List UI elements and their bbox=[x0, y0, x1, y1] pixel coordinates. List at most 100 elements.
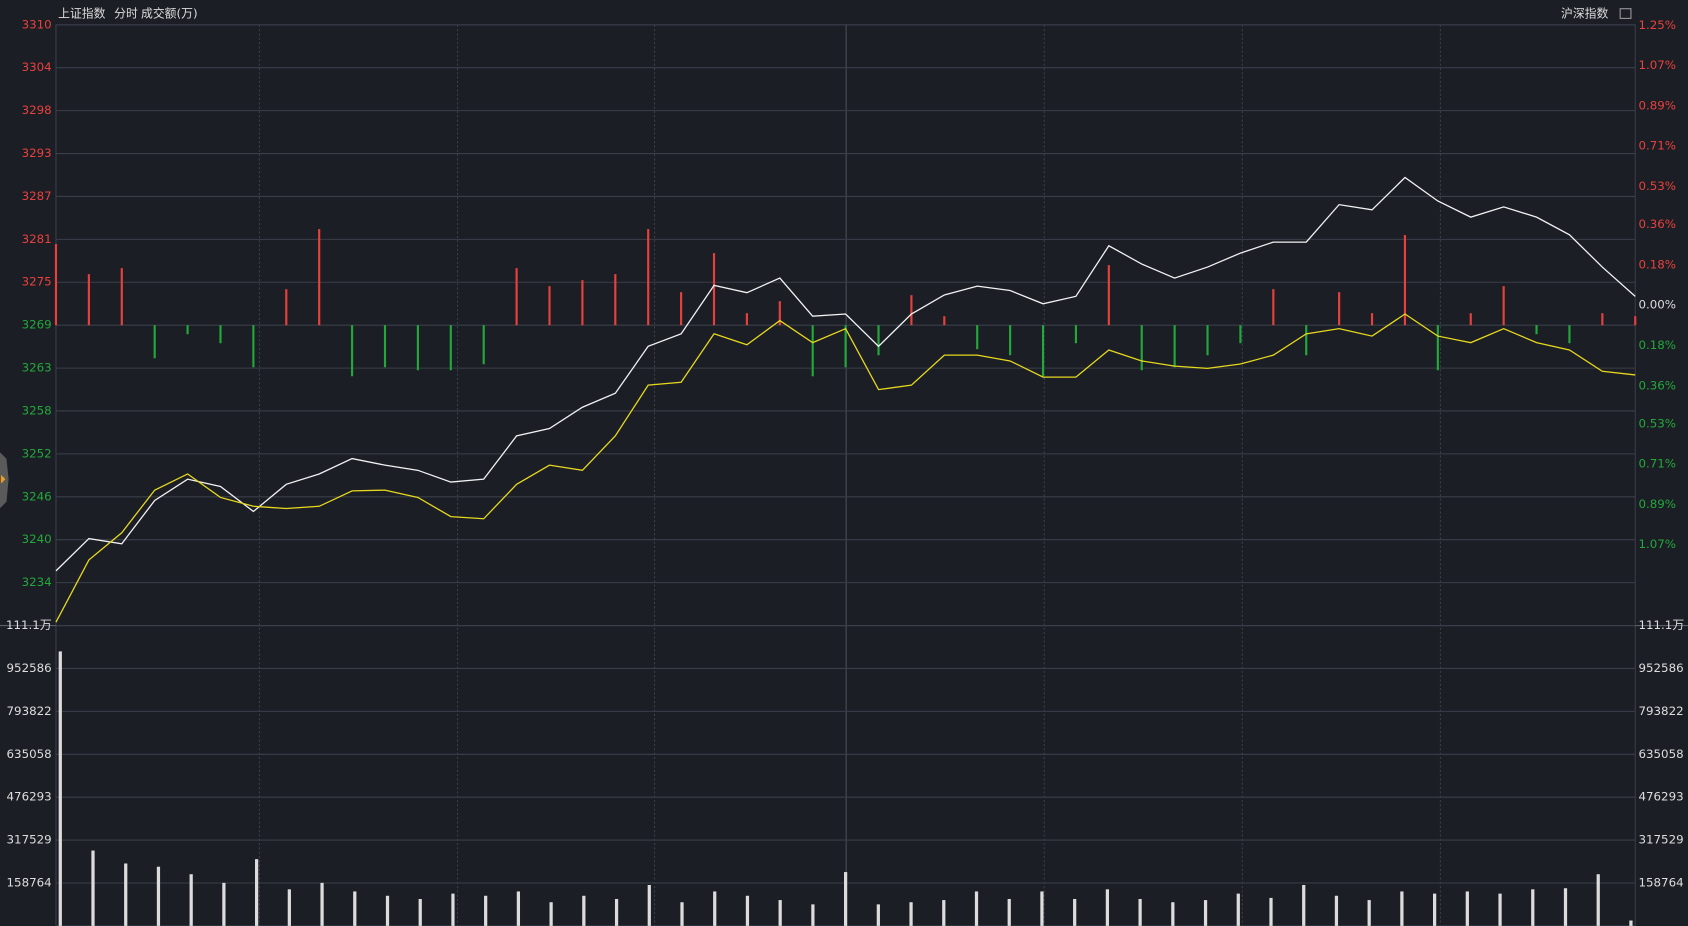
y-tick-label-right: 111.1万 bbox=[1638, 618, 1684, 632]
y-tick-label: 635058 bbox=[7, 747, 52, 761]
bar bbox=[1596, 874, 1600, 926]
bar bbox=[484, 895, 488, 926]
bar bbox=[1171, 902, 1175, 926]
bar bbox=[351, 325, 354, 377]
y2-tick-label: 0.18% bbox=[1638, 338, 1676, 352]
y-tick-label: 158764 bbox=[7, 876, 52, 890]
bar bbox=[189, 874, 193, 926]
bar bbox=[745, 895, 750, 926]
bar bbox=[1338, 292, 1341, 326]
bar bbox=[1629, 920, 1633, 926]
y2-tick-label: 0.36% bbox=[1638, 378, 1676, 392]
bar bbox=[1007, 898, 1011, 926]
bar bbox=[120, 268, 123, 326]
bar bbox=[1370, 313, 1374, 326]
y2-tick-label: 0.53% bbox=[1638, 416, 1676, 430]
bar bbox=[482, 325, 485, 365]
bar bbox=[942, 900, 946, 926]
bar bbox=[91, 850, 95, 926]
bar bbox=[1009, 325, 1012, 356]
bar bbox=[449, 325, 452, 371]
y-tick-label: 3252 bbox=[22, 446, 52, 460]
bar bbox=[1105, 889, 1110, 926]
bar bbox=[153, 325, 156, 359]
bar bbox=[1305, 325, 1308, 356]
bar bbox=[1436, 325, 1439, 371]
bar bbox=[876, 904, 880, 926]
bar bbox=[582, 895, 586, 926]
volume-title: 成交额(万) bbox=[141, 7, 198, 21]
bar bbox=[680, 902, 684, 926]
y-tick-label-right: 952586 bbox=[1638, 661, 1683, 675]
bar bbox=[54, 244, 58, 326]
bar bbox=[909, 902, 913, 926]
y-tick-label-right: 317529 bbox=[1638, 833, 1683, 847]
y-tick-label: 3287 bbox=[22, 189, 52, 203]
bar bbox=[1138, 898, 1142, 926]
bar bbox=[680, 292, 683, 326]
bar bbox=[318, 229, 321, 326]
bar bbox=[1367, 900, 1371, 926]
bar bbox=[581, 280, 584, 326]
y-tick-label: 3240 bbox=[22, 532, 52, 546]
bar bbox=[58, 651, 62, 926]
y2-tick-label: 1.07% bbox=[1638, 537, 1676, 551]
bar bbox=[385, 895, 390, 926]
bar bbox=[186, 325, 189, 335]
bar bbox=[353, 891, 357, 926]
bar bbox=[647, 884, 651, 926]
bar bbox=[516, 891, 521, 926]
bar bbox=[252, 325, 255, 368]
bar bbox=[943, 316, 946, 326]
chart-subtitle: 分时 bbox=[114, 7, 138, 21]
bar bbox=[548, 286, 551, 326]
bar bbox=[87, 274, 90, 326]
bar bbox=[418, 898, 422, 926]
bar bbox=[1239, 325, 1242, 344]
bar bbox=[1601, 313, 1604, 326]
y-tick-label: 3234 bbox=[22, 575, 52, 589]
bar bbox=[287, 889, 291, 926]
chart-title: 上证指数 bbox=[58, 7, 105, 21]
bar bbox=[255, 859, 259, 926]
bar bbox=[1272, 289, 1275, 326]
y2-tick-label: 1.25% bbox=[1638, 18, 1676, 32]
bar bbox=[614, 274, 617, 326]
bar bbox=[1465, 891, 1469, 926]
y-tick-label: 317529 bbox=[7, 833, 52, 847]
bar bbox=[1140, 325, 1143, 371]
y-tick-label: 111.1万 bbox=[6, 618, 52, 632]
bar bbox=[1173, 325, 1176, 368]
bar bbox=[1203, 900, 1208, 926]
bar bbox=[383, 325, 387, 368]
bar bbox=[156, 866, 161, 926]
y-tick-label: 476293 bbox=[7, 790, 52, 804]
y2-tick-label: 0.53% bbox=[1638, 179, 1676, 193]
bar bbox=[1302, 884, 1306, 926]
bar bbox=[910, 295, 913, 326]
bar bbox=[778, 301, 781, 326]
bar bbox=[124, 863, 128, 926]
y2-tick-label: 0.89% bbox=[1638, 98, 1676, 112]
bar bbox=[1400, 891, 1404, 926]
annotation: 沪深指数 bbox=[1561, 7, 1608, 21]
toggle-icon[interactable] bbox=[1619, 8, 1632, 19]
bar bbox=[974, 891, 979, 926]
bar bbox=[1073, 898, 1077, 926]
bar bbox=[1498, 893, 1502, 926]
y2-tick-label: 0.71% bbox=[1638, 139, 1676, 153]
y-tick-label: 3281 bbox=[22, 232, 52, 246]
bar bbox=[1040, 891, 1044, 926]
y-tick-label-right: 793822 bbox=[1638, 704, 1683, 718]
bar bbox=[451, 893, 455, 926]
bar bbox=[976, 325, 979, 350]
y-tick-label: 3258 bbox=[22, 403, 52, 417]
bar bbox=[1334, 895, 1339, 926]
bar bbox=[1403, 235, 1407, 326]
y-tick-label: 3304 bbox=[22, 60, 52, 74]
y-tick-label: 3293 bbox=[22, 146, 52, 160]
bar bbox=[614, 898, 619, 926]
y-tick-label: 3275 bbox=[22, 275, 52, 289]
bar bbox=[285, 289, 288, 326]
